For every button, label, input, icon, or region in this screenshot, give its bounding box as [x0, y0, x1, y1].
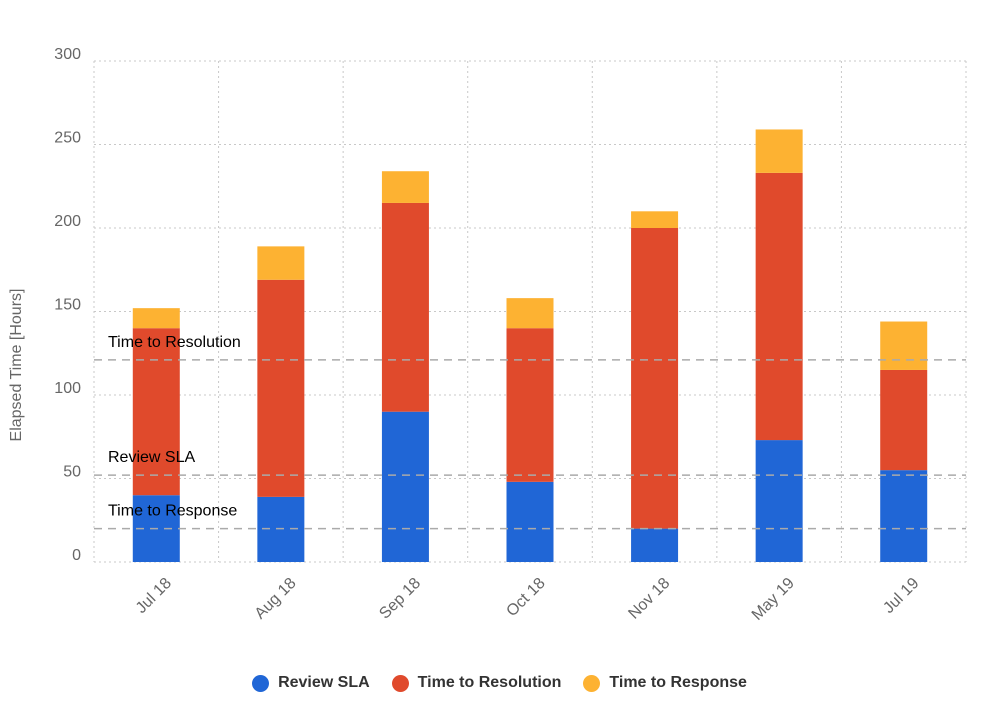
bar-segment-time-to-response[interactable] — [755, 129, 803, 173]
y-tick-label: 100 — [54, 380, 81, 397]
bar-segment-review-sla[interactable] — [631, 528, 679, 562]
bar-segment-time-to-response[interactable] — [506, 298, 554, 329]
legend-item-review-sla[interactable]: Review SLA — [252, 674, 370, 692]
bar-segment-time-to-resolution[interactable] — [132, 328, 180, 496]
bars — [132, 129, 928, 562]
x-tick-label: Aug 18 — [252, 575, 300, 623]
bar-segment-time-to-response[interactable] — [257, 246, 305, 280]
bar-segment-time-to-resolution[interactable] — [381, 202, 429, 412]
reference-lines: Time to Resolution Review SLA Time to Resp… — [94, 334, 966, 530]
bar-segment-time-to-response[interactable] — [880, 321, 928, 370]
bar-segment-review-sla[interactable] — [381, 411, 429, 562]
y-tick-label: 150 — [54, 297, 81, 314]
bar-segment-time-to-resolution[interactable] — [257, 279, 305, 497]
legend: Review SLA Time to Resolution Time to Re… — [0, 674, 999, 692]
y-tick-label: 50 — [63, 464, 81, 481]
bar-segment-review-sla[interactable] — [880, 470, 928, 562]
grid-lines — [93, 60, 967, 563]
y-tick-label: 300 — [54, 46, 81, 63]
bar-segment-time-to-resolution[interactable] — [880, 369, 928, 471]
x-axis-ticks: Jul 18 Aug 18 Sep 18 Oct 18 Nov 18 May 19 Jul … — [133, 575, 923, 624]
reference-line-label: Time to Response — [108, 503, 237, 520]
y-axis-title: Elapsed Time [Hours] — [8, 289, 25, 442]
bar-segment-time-to-response[interactable] — [631, 211, 679, 228]
x-tick-label: May 19 — [749, 575, 798, 624]
bar-segment-time-to-response[interactable] — [132, 308, 180, 329]
bar-segment-time-to-resolution[interactable] — [506, 328, 554, 482]
reference-line-label: Review SLA — [108, 449, 195, 466]
legend-item-time-to-response[interactable]: Time to Response — [583, 674, 747, 692]
legend-dot-icon — [391, 674, 409, 692]
legend-label: Review SLA — [278, 674, 370, 691]
legend-dot-icon — [252, 674, 270, 692]
bar-segment-time-to-response[interactable] — [381, 171, 429, 203]
legend-label: Time to Response — [609, 674, 747, 691]
reference-line-label: Time to Resolution — [108, 334, 241, 351]
x-tick-label: Nov 18 — [625, 575, 673, 623]
x-tick-label: Jul 19 — [880, 575, 922, 617]
legend-label: Time to Resolution — [417, 674, 562, 691]
bar-segment-review-sla[interactable] — [755, 440, 803, 562]
x-tick-label: Sep 18 — [376, 575, 424, 623]
bar-segment-review-sla[interactable] — [506, 481, 554, 562]
y-axis-ticks: 0 50 100 150 200 250 300 — [54, 46, 81, 564]
x-tick-label: Jul 18 — [133, 575, 175, 617]
bar-segment-time-to-resolution[interactable] — [755, 172, 803, 441]
legend-item-time-to-resolution[interactable]: Time to Resolution — [391, 674, 562, 692]
x-tick-label: Oct 18 — [503, 575, 548, 620]
y-tick-label: 200 — [54, 213, 81, 230]
bar-segment-time-to-resolution[interactable] — [631, 228, 679, 529]
y-tick-label: 250 — [54, 130, 81, 147]
y-tick-label: 0 — [72, 547, 81, 564]
legend-dot-icon — [583, 674, 601, 692]
bar-segment-review-sla[interactable] — [257, 496, 305, 562]
